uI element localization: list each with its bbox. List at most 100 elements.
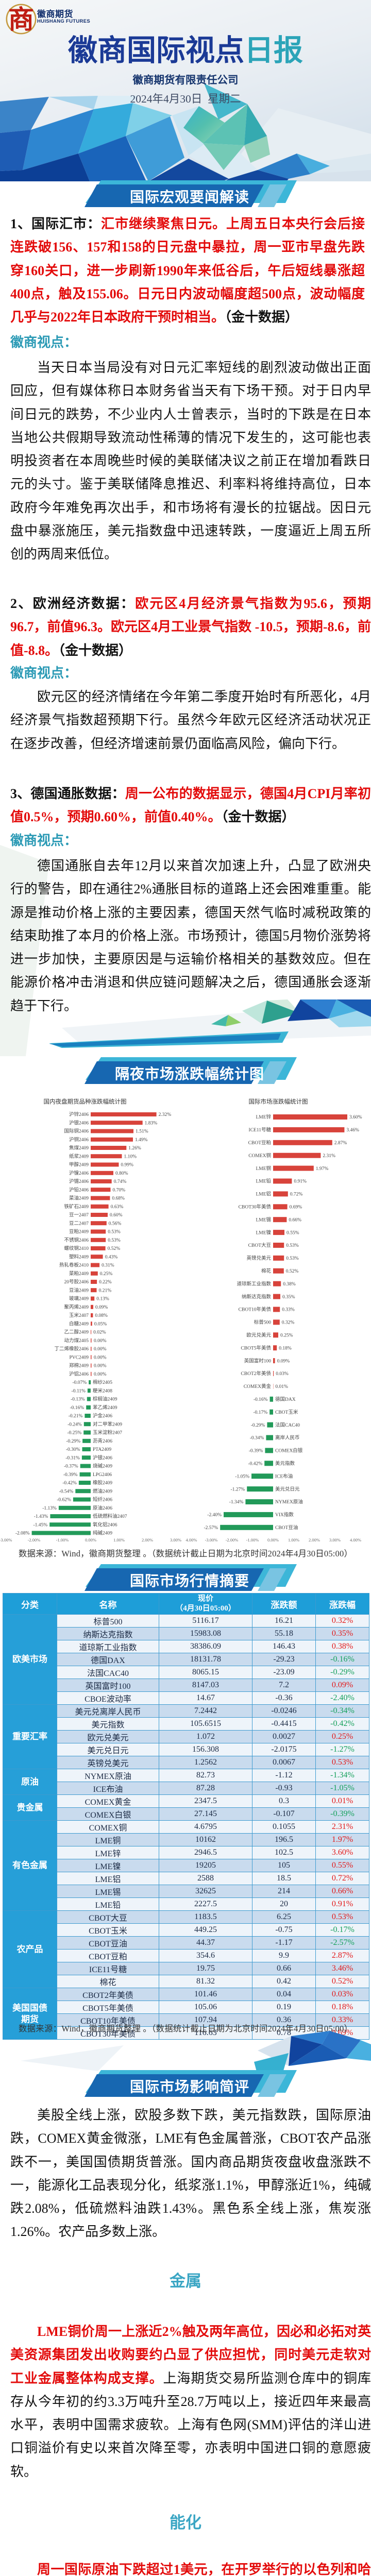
svg-text:LME铜: LME铜 xyxy=(256,1165,271,1172)
svg-text:0.18%: 0.18% xyxy=(279,1346,292,1351)
svg-text:1.10%: 1.10% xyxy=(124,1155,137,1160)
svg-text:短纤2406: 短纤2406 xyxy=(93,1497,112,1503)
svg-text:0.25%: 0.25% xyxy=(100,1272,113,1277)
svg-text:铁矿石2409: 铁矿石2409 xyxy=(64,1204,89,1210)
svg-text:对二甲苯2409: 对二甲苯2409 xyxy=(93,1421,122,1428)
svg-text:白糖2409: 白糖2409 xyxy=(69,1320,89,1327)
svg-text:-0.11%: -0.11% xyxy=(72,1389,86,1394)
svg-text:0.22%: 0.22% xyxy=(99,1280,112,1285)
svg-text:0.99%: 0.99% xyxy=(121,1163,133,1168)
svg-text:-0.07%: -0.07% xyxy=(72,1380,87,1385)
svg-text:-3.00%: -3.00% xyxy=(0,1537,12,1543)
svg-text:0.63%: 0.63% xyxy=(111,1205,124,1210)
svg-text:乙二醇2409: 乙二醇2409 xyxy=(64,1329,89,1335)
svg-text:美元兑日元: 美元兑日元 xyxy=(275,1486,300,1492)
svg-text:-0.39%: -0.39% xyxy=(249,1449,263,1454)
svg-text:CBOT5年美债: CBOT5年美债 xyxy=(241,1345,271,1351)
svg-text:棉花: 棉花 xyxy=(261,1268,272,1274)
svg-text:沪银2406: 沪银2406 xyxy=(93,1455,112,1461)
svg-text:纸浆2409: 纸浆2409 xyxy=(69,1154,89,1160)
svg-text:豆油2409: 豆油2409 xyxy=(69,1287,89,1293)
svg-text:0.00%: 0.00% xyxy=(94,1355,107,1361)
svg-text:美元指数: 美元指数 xyxy=(275,1461,295,1467)
svg-text:3.46%: 3.46% xyxy=(346,1128,359,1133)
svg-text:国内夜盘期货品种涨跌幅统计图: 国内夜盘期货品种涨跌幅统计图 xyxy=(44,1098,127,1105)
svg-text:0.00%: 0.00% xyxy=(94,1338,107,1344)
svg-text:LME镍: LME镍 xyxy=(256,1229,271,1235)
svg-text:1.00%: 1.00% xyxy=(113,1537,125,1543)
svg-text:VIX指数: VIX指数 xyxy=(275,1512,294,1518)
svg-text:纳斯达克指数: 纳斯达克指数 xyxy=(242,1294,272,1300)
svg-text:LME铅: LME铅 xyxy=(256,1178,271,1184)
svg-text:COMEX铜: COMEX铜 xyxy=(248,1153,271,1159)
svg-text:-2.00%: -2.00% xyxy=(28,1537,41,1543)
svg-text:2.87%: 2.87% xyxy=(334,1141,347,1146)
svg-text:CBOT10年美债: CBOT10年美债 xyxy=(239,1307,272,1313)
svg-text:0.52%: 0.52% xyxy=(286,1269,299,1274)
svg-text:橡胶2409: 橡胶2409 xyxy=(93,1480,112,1486)
svg-text:菜粕2409: 菜粕2409 xyxy=(69,1270,89,1277)
svg-text:LPG2406: LPG2406 xyxy=(93,1472,112,1478)
svg-text:0.55%: 0.55% xyxy=(286,1230,299,1235)
svg-text:0.69%: 0.69% xyxy=(290,1205,302,1210)
svg-text:CBOT2年美债: CBOT2年美债 xyxy=(241,1370,271,1377)
svg-text:-0.24%: -0.24% xyxy=(68,1422,82,1428)
svg-text:CBOT玉米: CBOT玉米 xyxy=(275,1409,298,1415)
svg-text:沪银2406: 沪银2406 xyxy=(69,1120,89,1126)
svg-text:-1.05%: -1.05% xyxy=(235,1474,249,1479)
svg-text:PTA2409: PTA2409 xyxy=(93,1447,111,1452)
svg-text:0.53%: 0.53% xyxy=(108,1230,121,1235)
svg-text:0.52%: 0.52% xyxy=(108,1246,121,1251)
svg-text:0.68%: 0.68% xyxy=(112,1196,125,1201)
svg-text:热轧卷板2410: 热轧卷板2410 xyxy=(59,1262,89,1268)
svg-text:COMEX黄金: COMEX黄金 xyxy=(244,1383,272,1389)
svg-text:1.49%: 1.49% xyxy=(135,1138,148,1143)
svg-text:甲醇2409: 甲醇2409 xyxy=(69,1162,89,1168)
svg-text:ICE11号糖: ICE11号糖 xyxy=(249,1127,272,1133)
svg-text:-0.42%: -0.42% xyxy=(62,1481,77,1486)
svg-text:LME锡: LME锡 xyxy=(256,1216,271,1223)
svg-text:沥青2406: 沥青2406 xyxy=(93,1438,112,1444)
svg-text:国际市场涨跌幅统计图: 国际市场涨跌幅统计图 xyxy=(249,1098,308,1105)
svg-text:-0.16%: -0.16% xyxy=(254,1397,268,1402)
svg-text:动力煤2405: 动力煤2405 xyxy=(64,1337,89,1344)
svg-text:0.01%: 0.01% xyxy=(275,1384,288,1389)
svg-text:玻璃2409: 玻璃2409 xyxy=(69,1296,89,1302)
svg-text:豆二2407: 豆二2407 xyxy=(69,1221,89,1226)
svg-text:-0.29%: -0.29% xyxy=(66,1439,80,1444)
svg-text:聚丙烯2409: 聚丙烯2409 xyxy=(64,1304,89,1310)
svg-text:0.32%: 0.32% xyxy=(282,1320,295,1326)
svg-text:沪铅2406: 沪铅2406 xyxy=(69,1187,89,1193)
svg-text:-4.00%: -4.00% xyxy=(185,1537,197,1543)
svg-text:-1.27%: -1.27% xyxy=(230,1487,245,1492)
svg-text:0.43%: 0.43% xyxy=(105,1255,118,1260)
svg-text:-0.17%: -0.17% xyxy=(253,1410,267,1415)
svg-text:氧化铝2406: 氧化铝2406 xyxy=(93,1522,117,1528)
svg-text:0.02%: 0.02% xyxy=(93,1330,106,1335)
svg-text:0.09%: 0.09% xyxy=(95,1305,108,1310)
svg-text:标普500: 标普500 xyxy=(254,1319,272,1326)
svg-text:0.00%: 0.00% xyxy=(94,1347,107,1352)
svg-text:烧碱2409: 烧碱2409 xyxy=(93,1463,112,1469)
svg-text:0.00%: 0.00% xyxy=(94,1372,107,1377)
svg-text:沪铜2406: 沪铜2406 xyxy=(69,1137,89,1143)
svg-text:法国CAC40: 法国CAC40 xyxy=(275,1422,300,1428)
svg-text:丁二烯橡胶2406: 丁二烯橡胶2406 xyxy=(54,1346,89,1352)
svg-text:CBOT豆油: CBOT豆油 xyxy=(275,1524,298,1531)
svg-text:沪锡2406: 沪锡2406 xyxy=(69,1178,89,1184)
svg-text:棕榈油2409: 棕榈油2409 xyxy=(93,1396,117,1402)
svg-text:道琼斯工业指数: 道琼斯工业指数 xyxy=(237,1281,271,1287)
svg-text:-0.29%: -0.29% xyxy=(251,1423,265,1428)
svg-text:-0.62%: -0.62% xyxy=(57,1498,71,1503)
svg-text:PVC2409: PVC2409 xyxy=(70,1355,89,1361)
svg-text:0.08%: 0.08% xyxy=(95,1313,108,1318)
svg-text:0.00%: 0.00% xyxy=(94,1364,107,1369)
svg-text:-2.00%: -2.00% xyxy=(226,1537,239,1543)
svg-text:-0.39%: -0.39% xyxy=(63,1472,78,1478)
svg-text:NYMEX原油: NYMEX原油 xyxy=(275,1499,303,1505)
svg-text:燃油2409: 燃油2409 xyxy=(93,1488,112,1495)
svg-text:-0.13%: -0.13% xyxy=(71,1397,85,1402)
svg-text:0.25%: 0.25% xyxy=(280,1333,293,1338)
svg-text:-2.08%: -2.08% xyxy=(15,1531,30,1536)
svg-text:0.74%: 0.74% xyxy=(114,1179,127,1184)
